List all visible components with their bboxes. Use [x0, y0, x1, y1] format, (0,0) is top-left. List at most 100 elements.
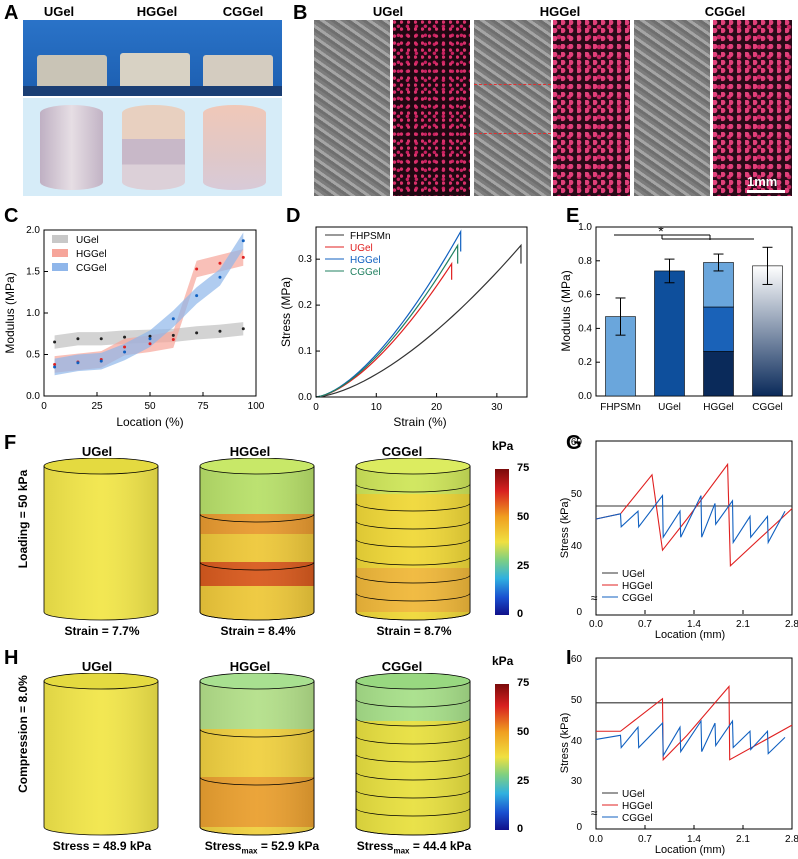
colorbar-h-tick-50: 50 [517, 726, 530, 738]
cylinder-ugel [43, 458, 159, 621]
chart-i: 0.0 0.7 1.4 2.1 2.8 ≈ 60 50 40 30 0 Location … [560, 654, 798, 856]
chart-c: 0 25 50 75 100 0.0 0.5 1.0 1.5 2.0 Location (%) M… [3, 225, 265, 429]
chart-d-line-cggel [315, 243, 459, 398]
chart-e-ylabel: Modulus (MPa) [560, 270, 573, 351]
panel-label-h: H [4, 647, 19, 669]
panel-h-cylinders [43, 673, 471, 836]
chart-i-ytick-60: 60 [571, 654, 583, 665]
chart-d-xtick-label: 30 [491, 402, 503, 413]
chart-g-ytick-0: 0 [576, 607, 582, 618]
colorbar-h-unit: kPa [492, 654, 514, 668]
chart-g-line-cggel [595, 494, 786, 545]
chart-c-point-hggel [148, 342, 152, 346]
legend-swatch-hggel [52, 249, 68, 257]
chart-c-point-cggel [123, 350, 127, 354]
chart-e-errorbar-cggel [762, 246, 773, 285]
chart-g-ylabel: Stress (kPa) [560, 498, 571, 559]
chart-d-frame [315, 226, 528, 398]
chart-c-point-cggel [148, 337, 152, 341]
chart-e-ytick-label: 0.2 [578, 357, 592, 368]
chart-e-ytick-label: 0.8 [578, 256, 592, 267]
chart-e: FHPSMn UGel HGGel CGGel 0.00.20.40.60.81.0 … [560, 222, 793, 413]
photo-cggel-sample [203, 55, 273, 91]
chart-g-line-hggel [595, 462, 793, 568]
panel-label-i: I [566, 647, 572, 669]
svg-text:≈: ≈ [591, 591, 598, 605]
chart-d-ytick-label: 0.2 [298, 300, 312, 311]
legend-ugel: UGel [622, 569, 645, 580]
chart-c-point-hggel [195, 267, 199, 271]
cylinder-models-background [23, 98, 282, 196]
chart-c-point-cggel [195, 294, 199, 298]
panel-a-title-hggel: HGGel [136, 4, 178, 19]
chart-e-ytick-label: 0.4 [578, 323, 592, 334]
legend-fhpsmn: FHPSMn [350, 231, 391, 242]
chart-d-legend: FHPSMn UGel HGGel CGGel [325, 231, 391, 278]
legend-cggel: CGGel [350, 267, 381, 278]
photo-hggel-sample [120, 53, 190, 91]
cylinder-hggel [199, 673, 315, 836]
chart-d-xtick-label: 20 [431, 402, 443, 413]
colorbar-f-tick-0: 0 [517, 608, 524, 620]
cylinder-hggel [199, 458, 315, 621]
chart-i-line-hggel [596, 685, 793, 762]
panel-h: UGel HGGel CGGel Compression = 8.0% [0, 647, 560, 859]
significance-bracket [614, 234, 754, 240]
chart-c-point-hggel [123, 345, 127, 349]
chart-c-point-ugel [99, 337, 103, 341]
chart-d-ylabel: Stress (MPa) [280, 277, 293, 347]
panel-h-side-label: Compression = 8.0% [16, 675, 30, 793]
chart-c-xtick-label: 25 [91, 401, 103, 412]
chart-c-point-ugel [76, 337, 80, 341]
chart-d-xlabel: Strain (%) [393, 415, 446, 429]
panel-h-title-cggel: CGGel [381, 659, 423, 674]
significance-star: * [658, 223, 664, 239]
chart-c-point-ugel [53, 340, 57, 344]
edx-ugel [393, 20, 470, 196]
chart-e-bar-hggel [703, 262, 734, 397]
chart-g-xtick-label: 2.1 [736, 619, 750, 630]
panel-b-title-cggel: CGGel [704, 4, 746, 19]
panel-f-title-ugel: UGel [81, 444, 113, 459]
chart-c-band-cggel [54, 232, 244, 376]
chart-e-bar-ugel [654, 270, 685, 397]
chart-g-ytick-60: 60 [571, 437, 583, 448]
panel-label-a: A [4, 2, 19, 24]
cylinder-cggel [355, 458, 471, 621]
panel-f: UGel HGGel CGGel Loading = 50 kPa [0, 432, 560, 647]
panel-label-g: G [566, 432, 582, 454]
sem-hggel [474, 20, 551, 196]
chart-c-ytick-label: 0.0 [26, 391, 40, 402]
chart-e-errorbar-hggel [713, 253, 724, 272]
chart-d-line-ugel [315, 261, 453, 398]
legend-hggel: HGGel [622, 581, 653, 592]
layer-boundary-line [474, 133, 551, 134]
edx-cggel: 1mm [713, 20, 792, 196]
panel-b-title-hggel: HGGel [539, 4, 581, 19]
chart-i-ytick-40: 40 [571, 736, 583, 747]
chart-c-point-cggel [171, 317, 175, 321]
chart-g-xtick-label: 2.8 [785, 619, 798, 630]
legend-ugel: UGel [622, 789, 645, 800]
chart-g-ytick-40: 40 [571, 541, 583, 552]
chart-g-xtick-label: 0.7 [638, 619, 652, 630]
chart-i-legend: UGel HGGel CGGel [602, 789, 653, 824]
chart-c-ytick-label: 2.0 [26, 225, 40, 236]
legend-hggel: HGGel [76, 249, 107, 260]
chart-g-frame [595, 440, 793, 616]
model-ugel-cylinder [40, 105, 103, 190]
chart-d-ytick-label: 0.0 [298, 392, 312, 403]
legend-hggel: HGGel [350, 255, 381, 266]
chart-c-point-cggel [218, 275, 222, 279]
panel-f-title-cggel: CGGel [381, 444, 423, 459]
chart-d: 0 10 20 30 0.0 0.1 0.2 0.3 Strain (%) Stress (M… [280, 226, 528, 429]
colorbar-h [495, 684, 509, 830]
chart-i-xlabel: Location (mm) [655, 844, 725, 856]
legend-cggel: CGGel [76, 263, 107, 274]
panel-label-f: F [4, 432, 17, 454]
chart-c-point-ugel [218, 329, 222, 333]
chart-e-category-label: UGel [658, 402, 681, 413]
caption-f-cggel: Strain = 8.7% [376, 624, 452, 638]
chart-c-ytick-label: 1.5 [26, 267, 40, 278]
chart-e-category-label: CGGel [752, 402, 783, 413]
